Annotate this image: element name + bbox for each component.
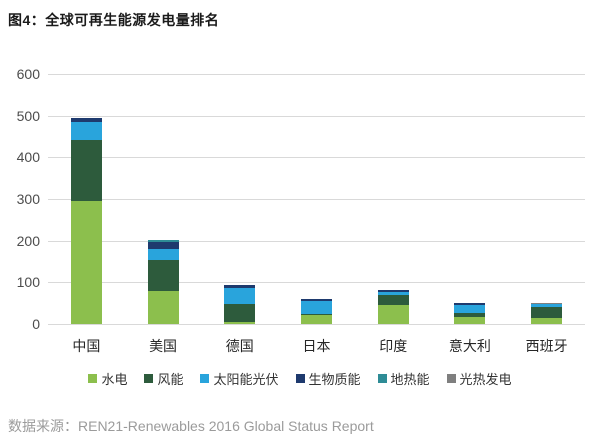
- x-axis-label: 中国: [72, 338, 101, 354]
- gridline-0: [48, 324, 585, 325]
- legend-swatch: [377, 374, 387, 383]
- bar-segment-太阳能光伏: [70, 122, 102, 141]
- x-axis-label: 意大利: [448, 338, 491, 354]
- x-axis-label: 印度: [379, 338, 408, 354]
- bar-中国: [70, 118, 102, 324]
- chart-legend: 水电 风能 太阳能光伏 生物质能 地热能 光热发电: [0, 369, 600, 388]
- bar-segment-风能: [531, 306, 563, 318]
- bar-segment-水电: [377, 305, 409, 324]
- bar-美国: [147, 240, 179, 324]
- bar-segment-水电: [70, 200, 102, 324]
- legend-item-太阳能光伏: 太阳能光伏: [200, 369, 279, 388]
- x-axis-label: 西班牙: [525, 338, 568, 354]
- bar-segment-太阳能光伏: [147, 249, 179, 260]
- legend-label: 风能: [157, 372, 184, 387]
- bar-印度: [377, 289, 409, 324]
- bar-segment-水电: [531, 317, 563, 324]
- bar-segment-风能: [377, 294, 409, 306]
- bar-segment-光热发电: [531, 303, 563, 305]
- bar-segment-太阳能光伏: [377, 292, 409, 295]
- legend-item-水电: 水电: [88, 369, 127, 388]
- legend-label: 生物质能: [308, 372, 361, 387]
- legend-item-风能: 风能: [144, 369, 183, 388]
- bar-segment-太阳能光伏: [454, 304, 486, 313]
- plot-area: 0 100 200 300 400 500 600 中国 美国 德国 日本 印度 意大利 西班牙: [0, 67, 600, 354]
- legend-label: 水电: [101, 372, 128, 387]
- y-axis-tick-label: 200: [16, 232, 40, 249]
- y-axis-tick-label: 100: [16, 274, 40, 291]
- x-axis-label: 美国: [149, 338, 178, 354]
- bar-segment-水电: [454, 316, 486, 324]
- gridline-500: [48, 115, 585, 117]
- bar-segment-太阳能光伏: [301, 300, 332, 315]
- legend-swatch: [295, 374, 305, 383]
- bar-segment-水电: [224, 321, 256, 324]
- legend-swatch: [200, 374, 210, 383]
- bar-西班牙: [531, 303, 563, 324]
- bar-segment-生物质能: [377, 289, 409, 293]
- y-axis-tick-label: 300: [16, 191, 40, 207]
- gridline-400: [48, 157, 585, 159]
- bar-segment-生物质能: [147, 241, 179, 250]
- legend-item-地热能: 地热能: [377, 369, 430, 388]
- legend-swatch: [144, 374, 154, 383]
- bar-segment-风能: [301, 314, 332, 316]
- legend-label: 光热发电: [459, 372, 512, 387]
- bar-segment-太阳能光伏: [531, 304, 563, 307]
- legend-item-光热发电: 光热发电: [446, 369, 512, 388]
- gridline-200: [48, 240, 585, 242]
- bar-segment-地热能: [147, 240, 179, 242]
- bar-日本: [301, 299, 332, 324]
- gridline-600: [48, 74, 585, 75]
- bar-segment-水电: [147, 290, 179, 324]
- bar-segment-水电: [301, 315, 332, 324]
- y-axis-tick-label: 400: [16, 149, 40, 166]
- bar-segment-太阳能光伏: [224, 287, 256, 305]
- bar-segment-生物质能: [454, 303, 486, 305]
- y-axis-tick-label: 600: [16, 66, 40, 82]
- bar-segment-风能: [70, 140, 102, 201]
- x-axis-label: 德国: [225, 338, 254, 354]
- gridline-300: [48, 199, 585, 200]
- legend-label: 地热能: [390, 372, 430, 387]
- bar-segment-风能: [454, 312, 486, 317]
- gridline-100: [48, 282, 585, 284]
- source-note: 数据来源：REN21-Renewables 2016 Global Status…: [8, 418, 374, 434]
- legend-item-生物质能: 生物质能: [295, 369, 361, 388]
- bar-segment-风能: [224, 304, 256, 322]
- bar-德国: [224, 284, 256, 324]
- y-axis-tick-label: 0: [32, 316, 40, 332]
- bar-意大利: [454, 302, 486, 324]
- legend-label: 太阳能光伏: [213, 372, 279, 387]
- y-axis-tick-label: 500: [16, 107, 40, 124]
- bar-segment-生物质能: [301, 299, 332, 301]
- bar-segment-生物质能: [224, 284, 256, 288]
- bar-segment-风能: [147, 259, 179, 291]
- figure-title: 图4：全球可再生能源发电量排名: [8, 12, 220, 28]
- bar-segment-生物质能: [70, 118, 102, 123]
- legend-swatch: [446, 374, 456, 383]
- legend-swatch: [88, 374, 98, 383]
- x-axis-label: 日本: [302, 338, 331, 354]
